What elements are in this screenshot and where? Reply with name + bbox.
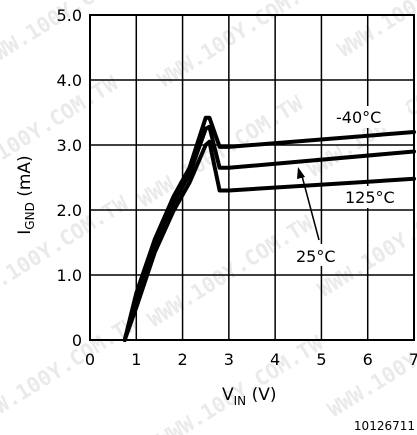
x-axis-label-sub: IN: [234, 394, 247, 408]
y-tick-label-0: 0: [72, 331, 82, 350]
x-tick-label-4: 4: [270, 350, 280, 369]
x-tick-label-6: 6: [363, 350, 373, 369]
x-tick-label-1: 1: [131, 350, 141, 369]
svg-text:IGND (mA): IGND (mA): [15, 155, 37, 234]
watermark-text-10: WWW.100Y.COM.TW: [154, 331, 328, 435]
y-tick-label-4: 4.0: [57, 71, 82, 90]
svg-text:VIN (V): VIN (V): [222, 385, 276, 408]
x-axis-label: VIN (V): [222, 385, 276, 408]
watermark-text-9: WWW.100Y.COM.TW: [0, 311, 142, 432]
x-axis-label-unit: (V): [252, 385, 277, 405]
series-line-0: [122, 115, 416, 342]
watermark-text-4: WWW.100Y.COM.TW: [134, 91, 308, 212]
y-tick-label-3: 3.0: [57, 136, 82, 155]
x-tick-label-5: 5: [316, 350, 326, 369]
figure-id: 10126711: [354, 419, 415, 433]
y-tick-label-2: 2.0: [57, 201, 82, 220]
arrow-line: [301, 175, 320, 241]
y-axis-label-main: I: [15, 230, 35, 235]
plot-frame: [89, 14, 415, 341]
series-labels: -40°C 125°C 25°C: [294, 106, 414, 266]
x-tick-label-2: 2: [177, 350, 187, 369]
y-tick-label-5: 5.0: [57, 6, 82, 25]
label-bg-125: [344, 186, 414, 208]
series-label-25c: 25°C: [296, 247, 336, 266]
x-tick-label-7: 7: [409, 350, 417, 369]
y-axis-label: IGND (mA): [15, 155, 37, 234]
series-label-125c: 125°C: [345, 188, 395, 207]
watermark-text-1: WWW.100Y.COM.TW: [154, 0, 328, 92]
x-tick-label-0: 0: [85, 350, 95, 369]
series-line-2: [122, 139, 416, 342]
y-axis-label-sub: GND: [23, 202, 37, 230]
series-line-1: [122, 124, 416, 342]
y-axis-label-unit: (mA): [15, 155, 35, 196]
y-tick-label-1: 1.0: [57, 266, 82, 285]
label-bg-40: [334, 106, 408, 128]
watermark-text-2: WWW.100Y.COM.TW: [334, 0, 417, 62]
watermark-text-7: WWW.100Y.COM.TW: [144, 211, 318, 332]
x-tick-label-3: 3: [224, 350, 234, 369]
series-label--40c: -40°C: [336, 108, 381, 127]
arrow-head: [297, 167, 305, 179]
x-axis-label-main: V: [222, 385, 234, 405]
label-bg-25: [294, 244, 350, 266]
curves: [122, 115, 416, 342]
